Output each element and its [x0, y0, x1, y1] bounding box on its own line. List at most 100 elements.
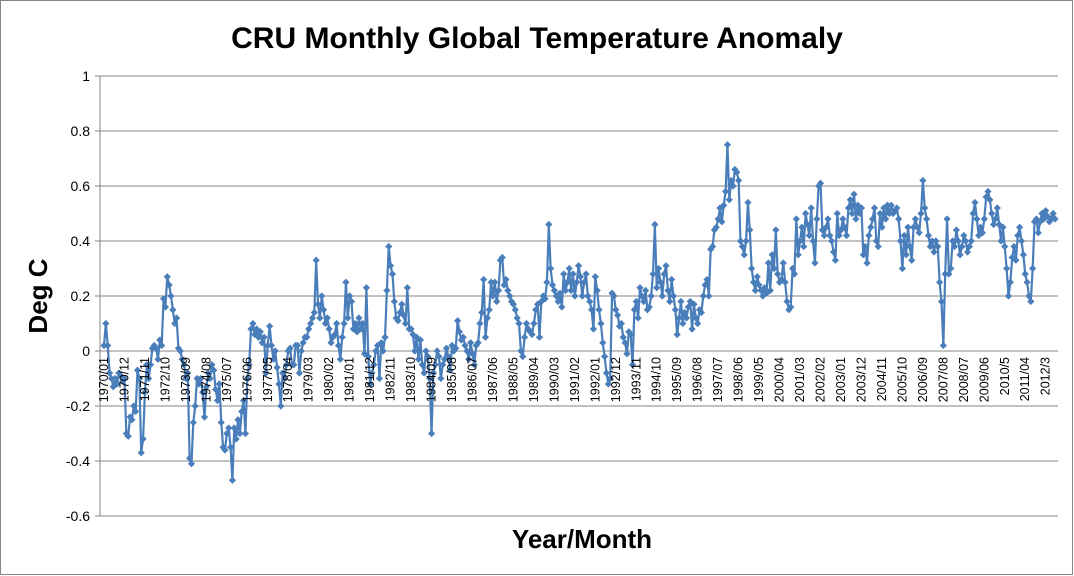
data-point	[705, 292, 713, 300]
data-point	[999, 223, 1007, 231]
data-point	[1012, 256, 1020, 264]
data-point	[156, 336, 164, 344]
x-tick-label: 1977/05	[261, 357, 275, 402]
data-point	[230, 424, 238, 432]
data-point	[234, 416, 242, 424]
data-point	[299, 339, 307, 347]
data-point	[703, 275, 711, 284]
x-tick-label: 1989/04	[527, 357, 541, 402]
data-point	[333, 319, 341, 328]
x-tick-label: 1985/08	[445, 357, 459, 402]
data-point	[658, 292, 666, 300]
data-point	[675, 314, 683, 322]
data-point	[617, 319, 625, 328]
data-point	[135, 374, 143, 383]
data-point	[239, 396, 248, 405]
data-point	[146, 361, 155, 369]
data-point	[792, 215, 800, 223]
data-point	[132, 407, 140, 416]
data-point	[902, 251, 910, 259]
data-point	[615, 322, 624, 330]
data-point	[187, 460, 196, 468]
data-point	[800, 242, 808, 251]
x-tick-label: 1984/09	[425, 357, 439, 402]
data-point	[189, 418, 197, 427]
data-point	[978, 229, 987, 237]
data-point	[429, 369, 438, 377]
data-point	[537, 297, 545, 306]
data-point	[869, 215, 877, 223]
data-point	[238, 407, 246, 416]
data-point	[232, 435, 240, 443]
data-point	[547, 264, 555, 273]
data-point	[1014, 231, 1022, 240]
x-tick-label: 1987/06	[486, 357, 500, 402]
x-tick-label: 2002/02	[814, 357, 828, 402]
data-point	[690, 300, 698, 308]
data-point	[787, 303, 795, 311]
data-point	[418, 361, 426, 369]
data-point	[295, 369, 304, 377]
data-point	[541, 295, 549, 303]
data-point	[467, 339, 475, 347]
data-point	[805, 231, 813, 240]
data-point	[137, 449, 145, 457]
data-point	[327, 339, 335, 347]
x-tick-label: 2012/3	[1039, 357, 1053, 395]
data-point	[152, 344, 160, 352]
x-tick-label: 1991/02	[568, 357, 582, 402]
data-point	[969, 209, 977, 218]
data-point	[277, 402, 285, 410]
data-point	[887, 201, 895, 209]
data-point	[989, 220, 998, 229]
data-point	[439, 361, 447, 369]
data-point	[604, 380, 612, 388]
data-point	[377, 339, 385, 347]
data-point	[949, 237, 957, 245]
data-point	[1032, 215, 1040, 223]
x-tick-label: 1973/09	[179, 357, 193, 402]
data-point	[297, 347, 305, 355]
data-point	[872, 237, 880, 245]
data-point	[962, 237, 970, 245]
x-tick-label: 2007/08	[936, 357, 950, 402]
data-point	[645, 303, 653, 311]
x-tick-label: 2008/07	[957, 357, 971, 402]
data-point	[223, 429, 231, 438]
data-point	[582, 270, 590, 278]
data-point	[212, 385, 220, 394]
data-point	[764, 259, 772, 267]
data-point	[1047, 215, 1055, 223]
data-point	[172, 314, 181, 322]
x-tick-label: 1971/11	[138, 357, 152, 401]
data-point	[891, 207, 899, 215]
data-point	[561, 286, 570, 295]
data-point	[673, 330, 681, 339]
data-point	[548, 281, 557, 289]
data-point	[638, 292, 646, 300]
data-point	[898, 264, 906, 273]
data-point	[487, 278, 495, 286]
data-point	[502, 275, 510, 284]
data-point	[493, 297, 501, 306]
data-point	[945, 270, 953, 278]
data-point	[532, 306, 540, 314]
data-point	[260, 333, 268, 341]
data-point	[394, 317, 402, 325]
data-point	[1008, 253, 1016, 262]
data-point	[267, 341, 276, 350]
data-point	[336, 355, 344, 363]
x-tick-label: 1976/06	[240, 357, 254, 402]
data-point	[984, 187, 992, 196]
data-point	[401, 319, 410, 328]
data-point	[908, 256, 916, 264]
data-point	[236, 429, 244, 438]
data-point	[463, 347, 471, 355]
data-point	[576, 273, 585, 281]
data-point	[522, 319, 531, 328]
x-tick-label: 1992/01	[588, 357, 602, 402]
data-point	[779, 259, 787, 267]
data-point	[1017, 237, 1026, 245]
data-point	[735, 176, 743, 185]
data-point	[922, 215, 931, 223]
